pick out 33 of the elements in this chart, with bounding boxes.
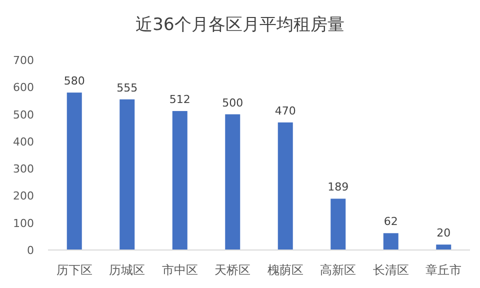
data-label: 20 — [436, 226, 451, 240]
x-tick-label: 高新区 — [320, 263, 356, 277]
x-tick-label: 天桥区 — [214, 263, 251, 277]
data-label: 470 — [274, 104, 296, 118]
x-tick-label: 槐荫区 — [267, 263, 304, 277]
bar — [330, 198, 346, 250]
bar — [66, 92, 82, 250]
y-tick-label: 500 — [13, 108, 34, 122]
bar — [172, 111, 188, 250]
y-tick-label: 300 — [13, 162, 34, 176]
data-label: 580 — [64, 74, 85, 88]
bar — [383, 233, 398, 250]
x-tick-label: 市中区 — [162, 263, 198, 277]
x-tick-label: 历下区 — [56, 263, 92, 277]
bar — [225, 114, 240, 250]
y-tick-label: 0 — [27, 244, 34, 257]
x-tick-label: 章丘市 — [426, 263, 462, 277]
data-label: 189 — [328, 180, 349, 194]
x-tick-label: 历城区 — [109, 263, 146, 277]
y-tick-label: 400 — [13, 135, 34, 148]
bar — [436, 244, 452, 250]
x-tick-label: 长清区 — [372, 263, 409, 277]
y-tick-label: 700 — [13, 54, 34, 67]
bar — [120, 99, 135, 250]
y-tick-label: 200 — [13, 190, 34, 203]
data-label: 500 — [222, 96, 244, 110]
data-label: 62 — [384, 215, 398, 228]
data-label: 555 — [116, 81, 138, 94]
chart-title: 近36个月各区月平均租房量 — [136, 15, 344, 35]
bar — [278, 122, 293, 250]
y-tick-label: 600 — [13, 81, 34, 94]
y-tick-label: 100 — [13, 216, 34, 230]
data-label: 512 — [169, 93, 190, 106]
